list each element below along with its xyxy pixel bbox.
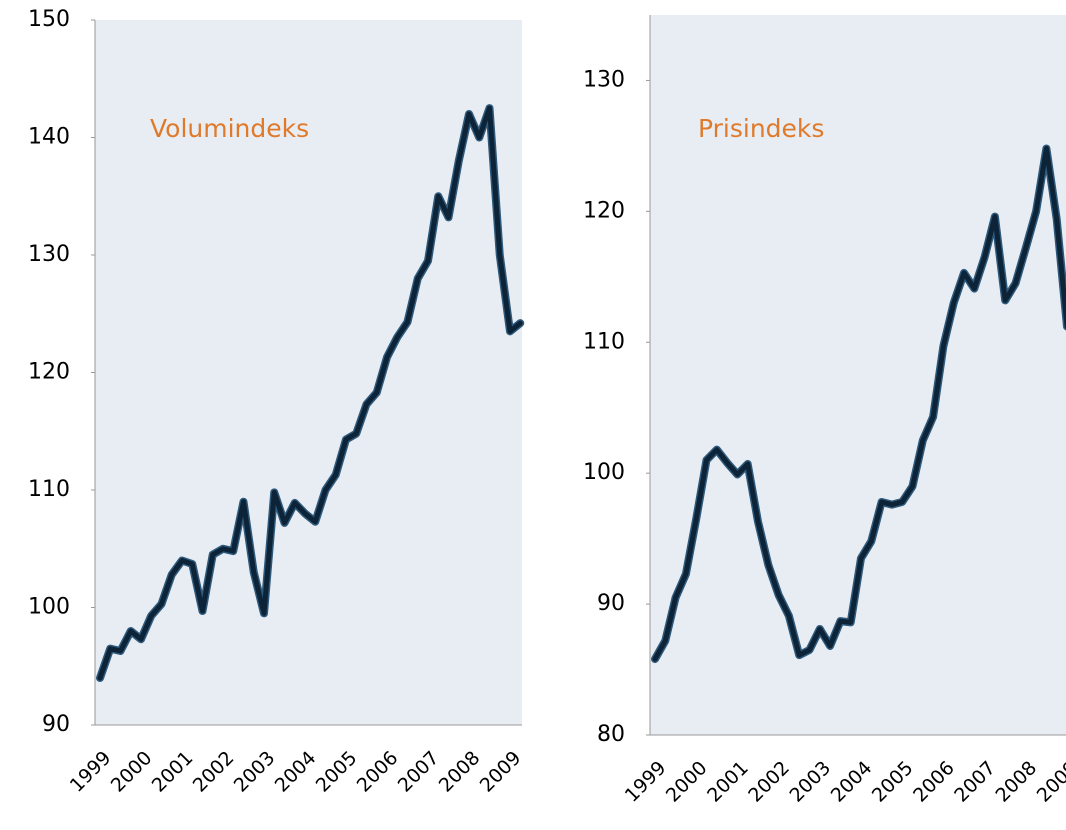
x-tick-label: 2007 [394,747,444,797]
y-tick-label: 130 [28,242,70,267]
y-tick-label: 130 [583,67,625,92]
x-tick-label: 2008 [435,747,485,797]
x-tick-label: 2008 [991,757,1041,807]
x-tick-label: 2005 [312,747,362,797]
y-tick-label: 140 [28,125,70,150]
x-tick-label: 2001 [703,757,753,807]
x-tick-label: 2005 [868,757,918,807]
x-tick-label: 2002 [744,757,794,807]
y-tick-label: 80 [597,722,625,747]
x-tick-label: 2009 [476,747,526,797]
y-tick-label: 150 [28,7,70,32]
line [652,146,1066,662]
x-tick-label: 2000 [662,757,712,807]
x-tick-label: 1999 [66,747,116,797]
line [97,105,523,681]
y-tick-label: 120 [28,360,70,385]
x-tick-label: 2001 [148,747,198,797]
x-tick-label: 2003 [230,747,280,797]
annotation: Prisindeks [698,114,824,143]
x-tick-label: 2007 [950,757,1000,807]
y-tick-label: 90 [42,712,70,737]
y-tick-label: 110 [28,477,70,502]
x-tick-label: 2006 [909,757,959,807]
x-tick-label: 2002 [189,747,239,797]
x-tick-label: 2004 [827,757,877,807]
annotation: Volumindeks [150,114,309,143]
y-tick-label: 100 [28,595,70,620]
x-tick-label: 2003 [785,757,835,807]
y-tick-label: 120 [583,198,625,223]
x-tick-label: 2006 [353,747,403,797]
y-tick-label: 110 [583,329,625,354]
y-tick-label: 90 [597,591,625,616]
plot-area [95,20,522,725]
x-tick-label: 1999 [621,757,671,807]
x-tick-label: 2009 [1033,757,1066,807]
y-tick-label: 100 [583,460,625,485]
plot-area [650,15,1066,735]
x-tick-label: 2000 [107,747,157,797]
x-tick-label: 2004 [271,747,321,797]
